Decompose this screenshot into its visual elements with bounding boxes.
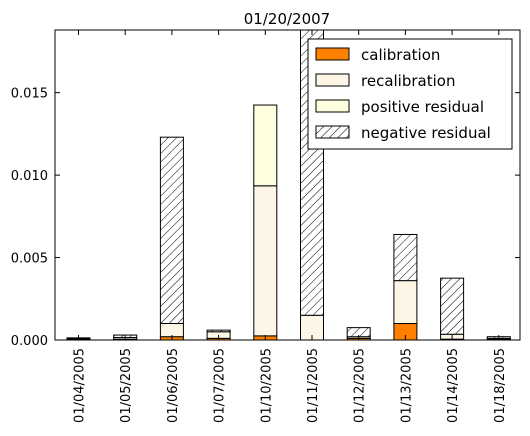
x-tick-label: 01/14/2005: [446, 348, 461, 423]
y-tick-label: 0.005: [11, 252, 48, 267]
x-tick-label: 01/05/2005: [119, 348, 134, 423]
bar-segment-negative-residual-7: [393, 233, 418, 282]
x-tick-label: 01/07/2005: [213, 348, 228, 423]
x-tick-label: 01/11/2005: [306, 348, 321, 423]
legend-swatch-calibration: [315, 47, 350, 61]
legend-label: calibration: [361, 46, 440, 64]
chart-title: 01/20/2007: [244, 10, 330, 28]
x-tick-label: 01/04/2005: [73, 348, 88, 423]
y-tick-label: 0.010: [11, 169, 48, 184]
bar-segment-recalibration-7: [393, 280, 418, 325]
legend-swatch-negative-residual: [315, 125, 350, 139]
bar-segment-positive-residual-4: [253, 104, 278, 187]
x-axis: 01/04/2005 01/05/2005 01/06/2005 01/07/2005…: [73, 30, 508, 423]
legend-swatch-recalibration: [315, 73, 350, 87]
legend-label: negative residual: [361, 124, 491, 142]
bar-segment-negative-residual-3: [206, 329, 231, 333]
bar-segment-negative-residual-2: [159, 136, 184, 325]
bar-segment-negative-residual-8: [440, 277, 465, 335]
legend-swatch-positive-residual: [315, 99, 350, 113]
bar-segment-recalibration-2: [159, 323, 184, 338]
bar-segment-recalibration-4: [253, 185, 278, 337]
legend-label: recalibration: [361, 72, 455, 90]
y-axis: 0.000 0.005 0.010 0.015: [11, 87, 520, 349]
plot-frame: [54, 29, 521, 341]
x-tick-label: 01/13/2005: [399, 348, 414, 423]
x-tick-label: 01/06/2005: [166, 348, 181, 423]
x-tick-label: 01/10/2005: [259, 348, 274, 423]
y-tick-label: 0.000: [11, 334, 48, 349]
legend: calibration recalibration positive residua…: [307, 38, 513, 150]
y-tick-label: 0.015: [11, 87, 48, 102]
x-tick-label: 01/18/2005: [493, 348, 508, 423]
x-tick-label: 01/12/2005: [353, 348, 368, 423]
legend-label: positive residual: [361, 98, 484, 116]
